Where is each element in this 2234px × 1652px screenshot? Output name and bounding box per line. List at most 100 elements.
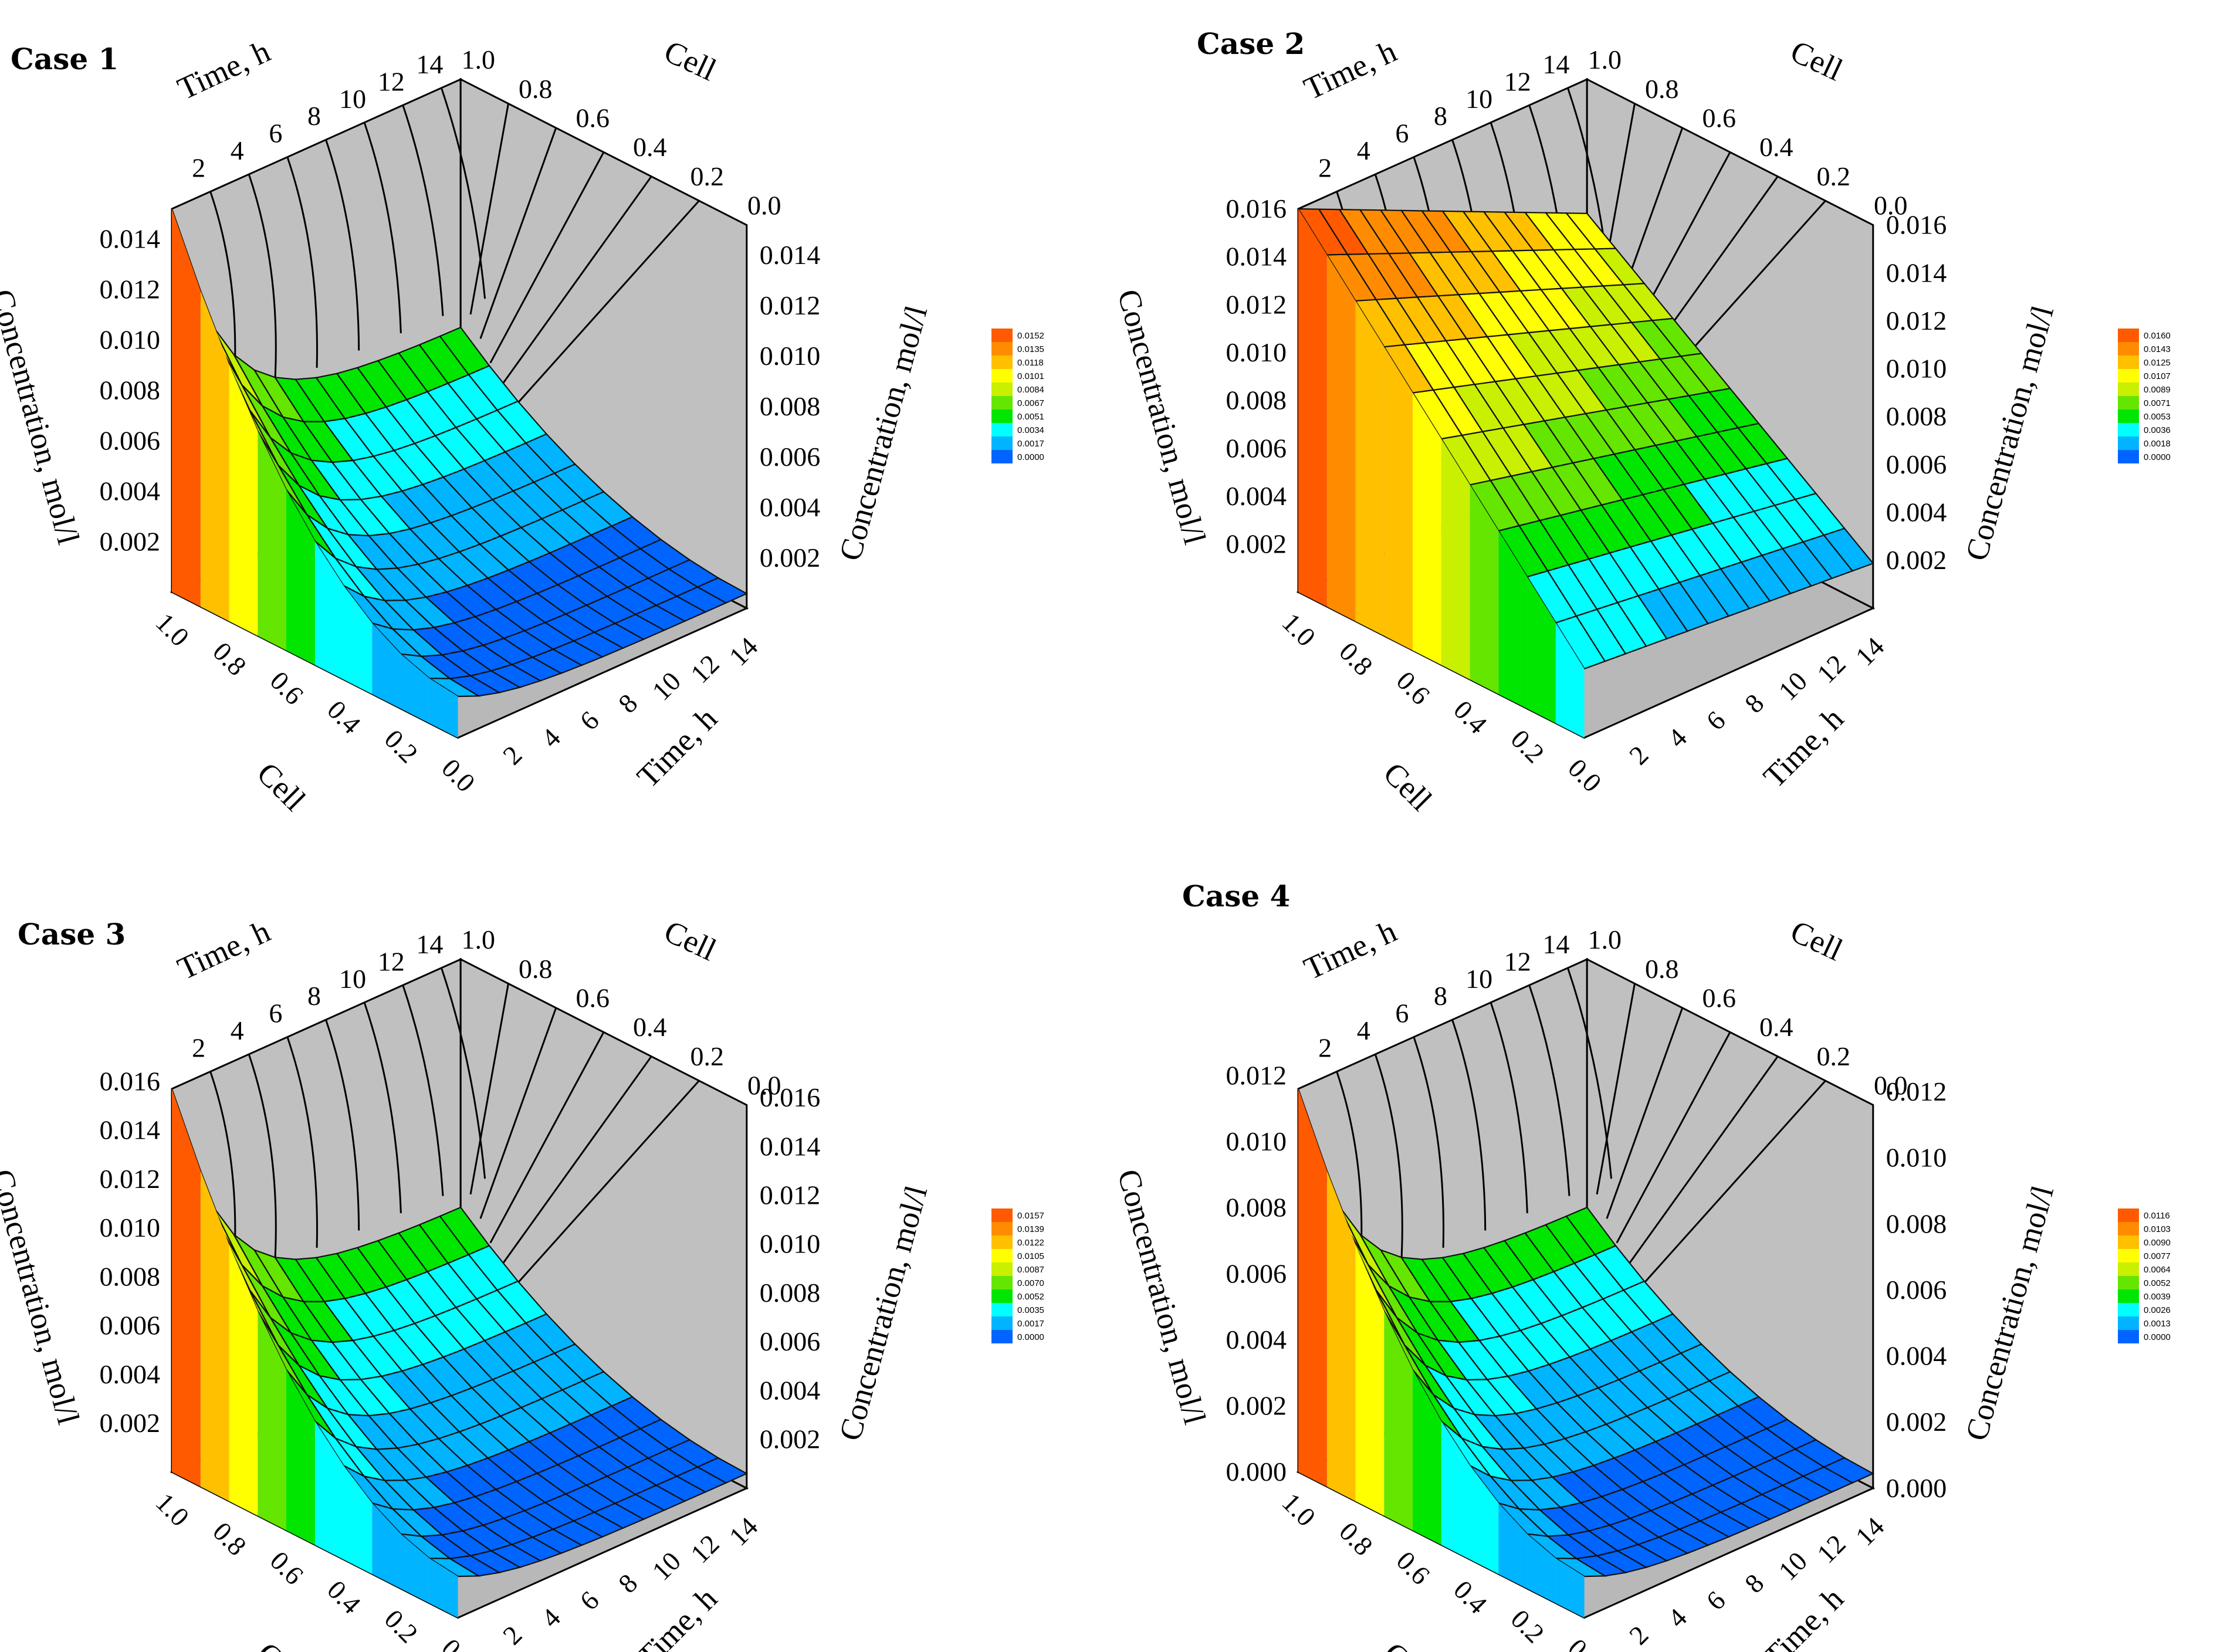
- surface-front-band: [314, 541, 344, 680]
- surface-front-band: [343, 1465, 373, 1575]
- wall-contour-line: [469, 983, 509, 1195]
- cell-tick-label-bottom: 0.8: [207, 1516, 252, 1562]
- legend-swatch: [991, 409, 1013, 423]
- time-tick-label-bottom: 8: [1739, 688, 1769, 719]
- z-tick-label-left: 0.012: [1226, 289, 1287, 319]
- cell-tick-label-top: 0.2: [1817, 161, 1851, 191]
- time-tick-label-top: 4: [231, 136, 244, 165]
- cell-tick-label-top: 0.6: [576, 103, 610, 133]
- surface-front-band: [1527, 1533, 1556, 1603]
- wall-contour-line: [248, 174, 277, 385]
- z-tick-label-left: 0.014: [100, 1115, 161, 1145]
- legend-swatch: [991, 329, 1013, 342]
- time-tick-label-bottom: 8: [612, 688, 643, 719]
- legend-label: 0.0084: [1017, 385, 1044, 395]
- legend-swatch: [991, 382, 1013, 396]
- wall-contour-line: [1451, 1019, 1487, 1231]
- time-tick-label-bottom: 10: [646, 666, 686, 706]
- z-tick-label-left: 0.010: [1226, 337, 1287, 367]
- cell-axis-label-bottom: Cell: [1376, 756, 1438, 818]
- z-tick-label-left: 0.012: [100, 1164, 161, 1194]
- legend-swatch: [2118, 1249, 2139, 1262]
- legend-label: 0.0125: [2144, 358, 2171, 368]
- time-tick-label-top: 10: [1465, 964, 1492, 994]
- legend-swatch: [2118, 1276, 2139, 1289]
- legend-label: 0.0052: [1017, 1292, 1044, 1302]
- time-tick-label-top: 6: [269, 119, 282, 148]
- cell-tick-label-bottom: 0.4: [321, 1575, 367, 1620]
- time-tick-label-bottom: 14: [723, 1511, 764, 1552]
- surface: [1297, 1088, 1875, 1618]
- z-tick-label-right: 0.010: [760, 1229, 821, 1259]
- legend-swatch: [991, 436, 1013, 450]
- legend-swatch: [2118, 1316, 2139, 1330]
- time-axis-label-bottom: Time, h: [630, 1581, 724, 1652]
- time-tick-label-bottom: 12: [685, 1529, 725, 1569]
- cell-tick-label-top: 0.6: [1702, 983, 1736, 1013]
- time-tick-label-bottom: 4: [1662, 1603, 1693, 1633]
- cell-tick-label-bottom: 0.8: [1333, 1516, 1379, 1562]
- legend-swatch: [991, 356, 1013, 369]
- legend-swatch: [2118, 396, 2139, 409]
- surface-front-band: [1413, 1369, 1441, 1545]
- cell-tick-label-bottom: 0.0: [436, 1633, 481, 1652]
- z-tick-label-right: 0.004: [760, 492, 821, 522]
- surface-front-band: [1326, 1170, 1356, 1501]
- surface-front-band: [1441, 1421, 1470, 1560]
- legend-swatch: [2118, 1303, 2139, 1316]
- legend-swatch: [991, 450, 1013, 463]
- time-tick-label-bottom: 8: [1739, 1568, 1769, 1599]
- cell-tick-label-bottom: 0.8: [207, 637, 252, 682]
- cell-axis-label-bottom: Cell: [250, 756, 312, 818]
- z-tick-label-right: 0.008: [760, 1278, 821, 1308]
- time-tick-label-bottom: 14: [723, 631, 764, 672]
- legend-label: 0.0064: [2144, 1265, 2171, 1275]
- surface: [1297, 208, 1874, 738]
- cell-tick-label-top: 0.8: [1645, 954, 1679, 984]
- wall-contour-line: [402, 984, 444, 1196]
- legend-swatch: [2118, 369, 2139, 382]
- cell-tick-label-top: 0.0: [1874, 1071, 1908, 1101]
- cell-tick-label-top: 1.0: [1588, 45, 1622, 75]
- surface-cell: [1565, 212, 1617, 250]
- cell-tick-label-top: 0.2: [1817, 1041, 1851, 1071]
- cell-tick-label-top: 1.0: [461, 925, 495, 954]
- time-axis-label-bottom: Time, h: [1756, 1581, 1850, 1652]
- time-tick-label-top: 2: [1318, 153, 1332, 183]
- legend-swatch: [991, 423, 1013, 436]
- cell-tick-label-bottom: 1.0: [1277, 1487, 1322, 1532]
- time-tick-label-bottom: 14: [1850, 631, 1890, 672]
- z-tick-label-left: 0.002: [100, 1408, 161, 1438]
- surface-cell: [439, 326, 490, 375]
- legend-label: 0.0000: [2144, 1332, 2171, 1342]
- time-axis-label-bottom: Time, h: [630, 701, 724, 795]
- wall-contour-line: [509, 200, 700, 412]
- legend-swatch: [991, 342, 1013, 356]
- surface-front-band: [372, 1503, 401, 1589]
- surface: [171, 1088, 749, 1618]
- cell-tick-label-top: 0.6: [1702, 103, 1736, 133]
- surface-front-band: [1441, 439, 1470, 680]
- z-tick-label-left: 0.006: [1226, 433, 1287, 463]
- time-axis-label-top: Time, h: [172, 33, 276, 107]
- time-tick-label-bottom: 6: [574, 1585, 604, 1616]
- z-tick-label-right: 0.014: [760, 1131, 821, 1161]
- cell-tick-label-bottom: 0.2: [379, 724, 424, 769]
- time-tick-label-top: 10: [339, 84, 366, 114]
- legend-label: 0.0139: [1017, 1224, 1044, 1234]
- surface-front-band: [1355, 1244, 1385, 1516]
- legend-swatch: [2118, 1289, 2139, 1303]
- surface-front-band: [1470, 485, 1499, 695]
- cell-axis-label-bottom: Cell: [250, 1636, 312, 1652]
- legend-label: 0.0103: [2144, 1224, 2171, 1234]
- surface-front-band: [200, 290, 229, 621]
- z-tick-label-right: 0.012: [1886, 306, 1947, 336]
- legend-label: 0.0000: [1017, 452, 1044, 462]
- z-tick-label-left: 0.000: [1226, 1457, 1287, 1487]
- z-axis-label-right: Concentration, mol/l: [1959, 302, 2061, 564]
- surface-front-band: [286, 1369, 315, 1545]
- panel-title: Case 2: [1197, 26, 1305, 61]
- surface-cell: [1565, 1206, 1617, 1255]
- wall-contour-line: [499, 1055, 652, 1268]
